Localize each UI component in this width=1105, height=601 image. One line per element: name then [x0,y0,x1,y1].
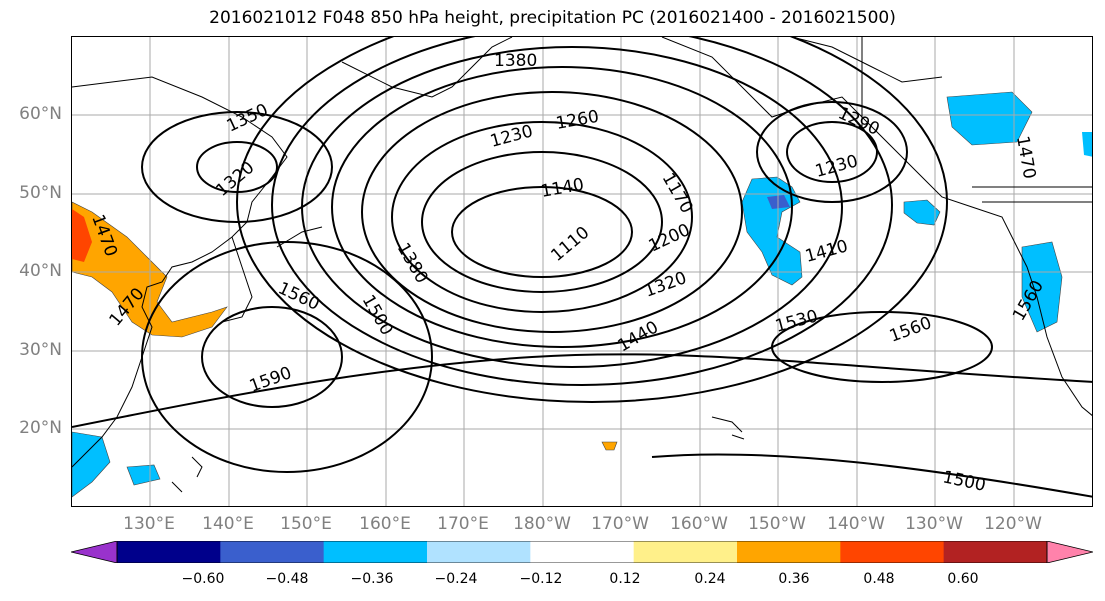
colorbar-tick: 0.36 [778,571,810,587]
precip-north-edge [1082,132,1092,157]
contour-label: 1350 [224,100,272,136]
colorbar [71,541,1093,563]
contour-label: 1170 [658,170,697,217]
colorbar-tick: −0.12 [519,571,563,587]
colorbar-extend-right [1046,541,1093,563]
contour-label: 1500 [941,467,987,496]
map-title: 2016021012 F048 850 hPa height, precipit… [209,8,896,28]
contour-label: 1380 [393,240,432,287]
colorbar-tick: −0.48 [265,571,309,587]
precip-us-west [1021,241,1063,333]
map-panel: 1380 1350 1320 1230 1260 1140 1170 1110 … [71,36,1093,507]
lon-label: 150°W [748,514,806,534]
colorbar-segment [220,541,325,563]
lat-label: 50°N [19,183,62,203]
lon-label: 170°W [591,514,649,534]
colorbar-segment [427,541,531,563]
precip-gulf-alaska [903,199,941,226]
contour-label: 1590 [247,363,294,397]
precip-sw [72,431,111,498]
lon-label: 120°W [984,514,1042,534]
lon-label: 150°E [280,514,332,534]
colorbar-tick: −0.24 [434,571,478,587]
precip-shading [72,91,1092,498]
colorbar-tick: 0.12 [609,571,641,587]
lat-label: 30°N [19,340,62,360]
contour-label: 1380 [494,51,537,71]
height-contours [72,37,1092,498]
lat-label: 20°N [19,418,62,438]
gridlines [72,37,1092,506]
precip-east-asia-core [72,209,92,262]
contour-label: 1110 [547,223,593,266]
colorbar-segment [943,541,1048,563]
contour-label: 1290 [835,103,883,139]
colorbar-tick: 0.48 [863,571,895,587]
lat-label: 40°N [19,261,62,281]
contour-label: 1410 [803,236,850,267]
lon-label: 140°W [827,514,885,534]
colorbar-segment [737,541,841,563]
colorbar-tick: 0.60 [947,571,979,587]
precip-small-sw [126,464,161,486]
colorbar-segment [530,541,635,563]
precip-canada [946,91,1033,146]
contour-label: 1320 [642,268,689,302]
lon-label: 180°W [513,514,571,534]
contour-label: 1560 [275,278,323,314]
lon-label: 140°E [202,514,254,534]
contour-label: 1260 [554,107,600,134]
colorbar-segment [323,541,428,563]
contour-label: 1470 [1012,134,1039,180]
contour-label: 1200 [646,220,694,256]
contour-label: 1560 [887,313,934,347]
lon-label: 170°E [437,514,489,534]
lon-label: 160°W [670,514,728,534]
precip-ne-pacific [741,176,803,286]
contour-label: 1530 [773,306,820,337]
lat-label: 60°N [19,104,62,124]
lon-label: 160°E [359,514,411,534]
lon-label: 130°E [123,514,175,534]
contour-label: 1140 [539,175,585,202]
colorbar-segment [840,541,945,563]
colorbar-outline [116,541,1048,563]
lon-label: 130°W [905,514,963,534]
coastlines [72,37,1092,493]
precip-small-yellow [601,441,618,451]
map-svg: 1380 1350 1320 1230 1260 1140 1170 1110 … [72,37,1092,506]
colorbar-tick: −0.60 [181,571,225,587]
colorbar-tick: −0.36 [350,571,394,587]
colorbar-tick: 0.24 [694,571,726,587]
colorbar-segment [117,541,221,563]
colorbar-extend-left [71,541,118,563]
colorbar-segment [633,541,738,563]
